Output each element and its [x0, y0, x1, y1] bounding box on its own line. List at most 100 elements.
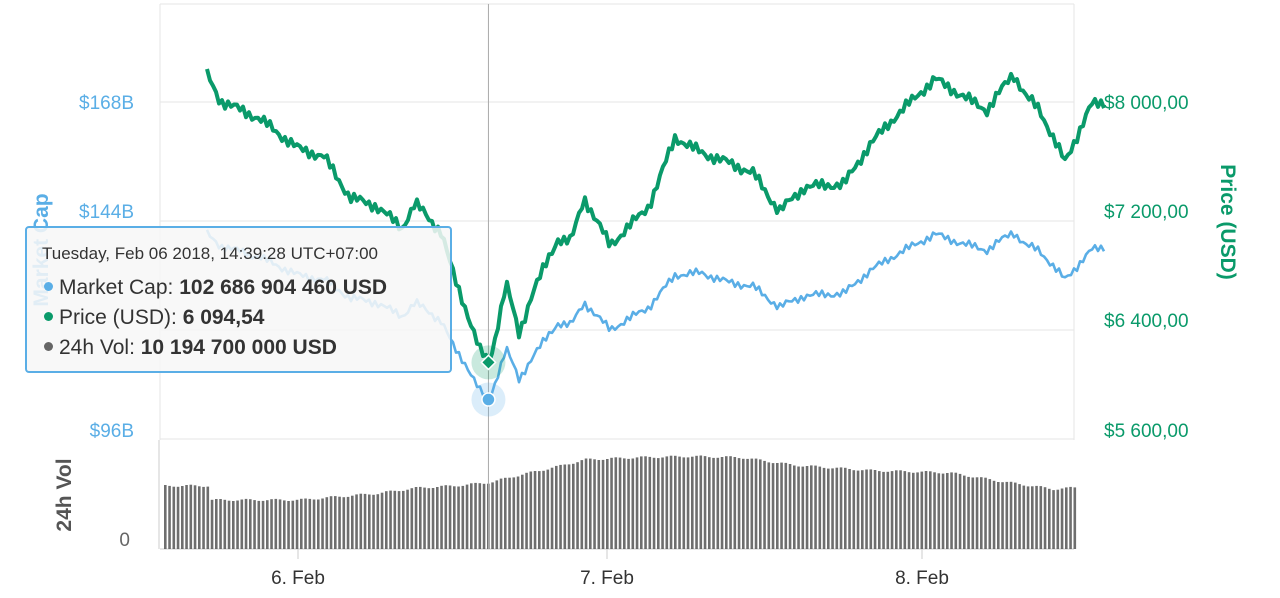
volume-bar [750, 458, 754, 549]
volume-bar [980, 477, 983, 549]
tooltip-label: Market Cap: [59, 276, 180, 299]
volume-axis-title: 24h Vol [53, 458, 76, 531]
volume-bar [300, 498, 303, 549]
volume-bar [1039, 486, 1043, 549]
volume-bar [610, 457, 613, 549]
tooltip-label: 24h Vol: [59, 336, 141, 359]
volume-bar [733, 457, 737, 549]
volume-bar [606, 459, 609, 549]
volume-bar [903, 471, 907, 549]
volume-bar [754, 458, 758, 549]
volume-bar [325, 497, 329, 549]
volume-bar [525, 472, 528, 549]
right-axis-tick: $8 000,00 [1104, 93, 1189, 114]
volume-bar [274, 498, 278, 549]
volume-bar [1031, 486, 1034, 549]
market-cap-dot-icon [44, 282, 53, 292]
volume-bar [784, 462, 788, 549]
volume-axis-tick: 0 [119, 530, 130, 551]
volume-bar [627, 458, 630, 549]
volume-bar [708, 457, 711, 549]
volume-bar [359, 493, 363, 549]
volume-bar [431, 488, 435, 549]
volume-bar [576, 462, 579, 549]
volume-bar [703, 456, 707, 549]
x-axis-tick: 6. Feb [271, 568, 325, 589]
volume-bar [278, 499, 282, 549]
volume-bar [236, 500, 239, 549]
volume-bar [402, 490, 405, 549]
volume-bar [805, 466, 809, 549]
volume-bar [448, 485, 452, 549]
volume-bar [657, 458, 660, 549]
volume-bar [661, 457, 664, 549]
volume-bar [759, 459, 762, 549]
volume-bar [210, 499, 214, 549]
volume-bar [351, 495, 354, 549]
volume-bar [423, 487, 426, 549]
volume-bar [1018, 484, 1021, 549]
volume-bar [334, 496, 337, 549]
volume-bar [674, 455, 677, 549]
volume-bar [814, 465, 817, 549]
volume-bar [465, 484, 469, 549]
volume-bar [941, 473, 945, 549]
volume-bar [848, 469, 851, 549]
volume-bar [640, 456, 643, 549]
volume-bar [869, 469, 873, 549]
volume-bar [317, 499, 320, 549]
volume-bar [397, 491, 401, 549]
volume-bar [419, 486, 422, 549]
volume-bar [924, 471, 928, 549]
volume-bar [385, 491, 388, 549]
volume-bar [555, 465, 558, 549]
volume-bar [920, 471, 924, 549]
tooltip-header: Tuesday, Feb 06 2018, 14:39:28 UTC+07:00 [42, 244, 378, 263]
volume-bar [950, 472, 953, 549]
volume-bar [827, 468, 830, 549]
volume-bar [992, 480, 996, 549]
volume-bar [185, 485, 188, 549]
volume-bar [266, 500, 269, 549]
volume-bar [444, 485, 448, 549]
volume-bar [223, 499, 227, 549]
volume-bar [232, 501, 235, 549]
volume-bar [767, 462, 771, 549]
axis-labels: $168B $144B $96B $8 000,00 $7 200,00 $6 400,0… [30, 93, 1239, 589]
tooltip-row-price: Price (USD): 6 094,54 [42, 303, 450, 333]
volume-bar [368, 494, 371, 549]
volume-bar [886, 471, 890, 549]
volume-bar [835, 467, 839, 549]
volume-bar [729, 456, 732, 549]
volume-bar [933, 472, 936, 549]
volume-bar [878, 471, 881, 549]
volume-bar [164, 485, 167, 549]
volume-bar [861, 470, 864, 549]
volume-bar [839, 467, 843, 549]
volume-bar [227, 500, 231, 549]
volume-bar [193, 485, 197, 549]
volume-bar [1026, 486, 1030, 549]
volume-bar [529, 471, 533, 549]
volume-bar [937, 473, 941, 549]
volume-bar [215, 499, 218, 549]
volume-bar [601, 459, 605, 549]
volume-bar [406, 489, 409, 549]
volume-bar [521, 474, 524, 549]
volume-bar [1035, 485, 1038, 549]
volume-bar [1048, 488, 1051, 549]
volume-bar [295, 499, 299, 549]
price-dot-icon [44, 312, 53, 322]
volume-bar [635, 457, 639, 549]
volume-bar [474, 482, 477, 549]
x-axis-tick: 8. Feb [895, 568, 949, 589]
tooltip-label: Price (USD): [59, 306, 183, 329]
volume-bar [482, 483, 486, 549]
volume-bar [283, 500, 286, 549]
volume-bar [793, 465, 796, 549]
volume-bar [372, 494, 375, 549]
volume-bar [580, 460, 584, 549]
volume-bar [533, 471, 537, 549]
volume-bars [164, 455, 1077, 549]
